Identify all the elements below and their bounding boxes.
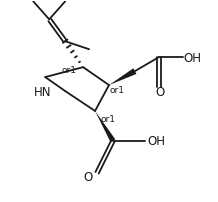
Polygon shape	[109, 68, 136, 85]
Text: HN: HN	[34, 85, 51, 99]
Text: O: O	[155, 85, 164, 99]
Text: O: O	[83, 171, 93, 184]
Polygon shape	[95, 111, 115, 142]
Text: or1: or1	[110, 86, 125, 95]
Text: OH: OH	[148, 135, 166, 148]
Text: OH: OH	[184, 52, 202, 65]
Text: or1: or1	[100, 115, 115, 124]
Text: or1: or1	[61, 66, 76, 75]
